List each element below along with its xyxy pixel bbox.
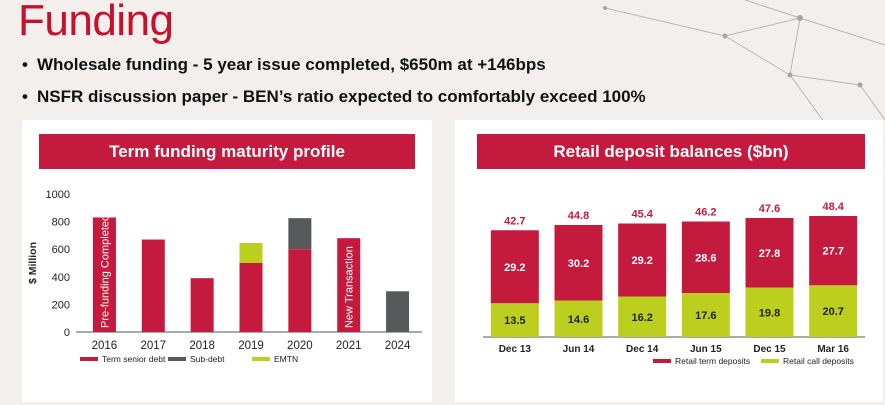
data-label: 17.6 <box>695 310 716 322</box>
legend-label: EMTN <box>274 354 298 364</box>
data-label: 27.8 <box>759 248 780 260</box>
x-tick-label: Dec 15 <box>753 344 786 355</box>
legend-swatch <box>80 357 98 361</box>
y-tick-label: 800 <box>52 217 70 229</box>
bar-segment <box>554 225 603 301</box>
x-tick-label: Dec 13 <box>499 344 532 355</box>
bar-segment <box>141 239 165 332</box>
bar-segment <box>745 287 794 337</box>
data-label: 20.7 <box>822 306 843 318</box>
x-tick-label: 2021 <box>336 340 362 352</box>
data-label: 30.2 <box>568 258 589 270</box>
bar-segment <box>681 293 730 337</box>
bar-segment <box>239 263 263 332</box>
x-tick-label: Jun 14 <box>563 344 595 355</box>
bar-segment <box>490 230 539 304</box>
x-tick-label: Mar 16 <box>817 344 849 355</box>
deposit-chart-panel: Retail deposit balances ($bn) 13.5 29.2 42… <box>455 120 883 402</box>
page-title: Funding <box>18 0 174 45</box>
bar-segment <box>92 217 116 332</box>
data-label: 16.2 <box>631 312 652 324</box>
y-tick-label: 600 <box>52 244 70 256</box>
bar-segment <box>618 223 667 297</box>
legend-swatch <box>761 359 779 363</box>
bullet-item: Wholesale funding - 5 year issue complet… <box>22 52 646 84</box>
bar-segment <box>618 296 667 337</box>
bar-segment <box>681 221 730 293</box>
total-label: 46.2 <box>695 207 716 219</box>
y-axis-label: $ Million <box>27 242 39 284</box>
bullet-list: Wholesale funding - 5 year issue complet… <box>22 52 646 116</box>
bar-segment <box>288 218 312 250</box>
legend-label: Term senior debt <box>102 354 166 364</box>
funding-chart-panel: Term funding maturity profile 0 200 400 600… <box>22 120 432 402</box>
x-tick-label: Jun 15 <box>690 344 722 355</box>
legend-label: Sub-debt <box>190 354 225 364</box>
legend-swatch <box>168 357 186 361</box>
data-label: 14.6 <box>568 314 589 326</box>
y-tick-label: 0 <box>64 327 70 339</box>
x-tick-label: 2024 <box>385 340 411 352</box>
bar-annotation: New Transaction <box>344 246 356 328</box>
legend-swatch <box>252 357 270 361</box>
network-decoration <box>603 0 885 132</box>
total-label: 42.7 <box>504 215 525 227</box>
data-label: 28.6 <box>695 252 716 264</box>
bar-segment <box>745 218 794 288</box>
legend-label: Retail term deposits <box>675 356 750 366</box>
x-tick-label: 2017 <box>140 340 166 352</box>
bar-segment <box>337 238 361 332</box>
chart-title: Retail deposit balances ($bn) <box>477 134 865 169</box>
total-label: 47.6 <box>759 203 780 215</box>
total-label: 45.4 <box>631 209 653 221</box>
total-label: 48.4 <box>822 201 844 213</box>
bullet-item: NSFR discussion paper - BEN’s ratio expe… <box>22 84 646 116</box>
bar-segment <box>809 285 858 337</box>
x-tick-label: 2016 <box>92 340 118 352</box>
data-label: 29.2 <box>504 262 525 274</box>
bar-segment <box>809 216 858 286</box>
x-tick-label: 2019 <box>238 340 264 352</box>
bar-segment <box>288 249 312 332</box>
bar-segment <box>554 300 603 337</box>
data-label: 29.2 <box>631 255 652 267</box>
y-tick-label: 1000 <box>46 189 70 201</box>
data-label: 19.8 <box>759 307 780 319</box>
maturity-chart: 0 200 400 600 800 1000 $ Million 2016 2017 2018 20… <box>27 189 422 364</box>
chart-title: Term funding maturity profile <box>39 134 415 169</box>
x-tick-label: 2018 <box>189 340 215 352</box>
bar-segment <box>490 303 539 337</box>
x-tick-label: 2020 <box>287 340 313 352</box>
x-tick-label: Dec 14 <box>626 344 659 355</box>
y-tick-label: 400 <box>52 272 70 284</box>
bar-annotation: Pre-funding Completed <box>99 215 111 328</box>
legend-label: Retail call deposits <box>783 356 854 366</box>
bar-segment <box>386 291 410 332</box>
legend-swatch <box>653 359 671 363</box>
bar-segment <box>190 278 214 332</box>
total-label: 44.8 <box>568 210 589 222</box>
data-label: 13.5 <box>504 315 525 327</box>
deposit-chart: 13.5 29.2 42.7 Dec 13 14.6 30.2 44.8 Jun 14 16.2… <box>483 201 865 366</box>
y-tick-label: 200 <box>52 299 70 311</box>
data-label: 27.7 <box>822 246 843 258</box>
bar-segment <box>239 242 263 263</box>
